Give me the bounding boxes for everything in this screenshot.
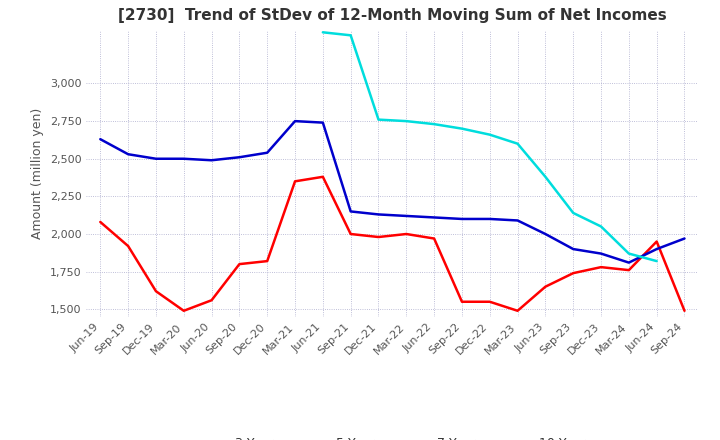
Line: 5 Years: 5 Years [100, 121, 685, 263]
7 Years [402, 118, 410, 124]
5 Years [624, 260, 633, 265]
7 Years [569, 210, 577, 216]
7 Years [458, 126, 467, 131]
Line: 7 Years: 7 Years [323, 32, 657, 261]
3 Years [541, 284, 550, 290]
5 Years [96, 136, 104, 142]
3 Years [569, 271, 577, 276]
Title: [2730]  Trend of StDev of 12-Month Moving Sum of Net Incomes: [2730] Trend of StDev of 12-Month Moving… [118, 7, 667, 23]
5 Years [485, 216, 494, 222]
5 Years [430, 215, 438, 220]
7 Years [346, 33, 355, 38]
7 Years [374, 117, 383, 122]
Line: 3 Years: 3 Years [100, 177, 685, 311]
3 Years [291, 179, 300, 184]
3 Years [207, 297, 216, 303]
3 Years [96, 219, 104, 224]
5 Years [652, 246, 661, 252]
5 Years [318, 120, 327, 125]
7 Years [485, 132, 494, 137]
5 Years [291, 118, 300, 124]
7 Years [513, 141, 522, 147]
7 Years [597, 224, 606, 229]
3 Years [485, 299, 494, 304]
5 Years [458, 216, 467, 222]
5 Years [263, 150, 271, 155]
5 Years [207, 158, 216, 163]
3 Years [235, 261, 243, 267]
5 Years [680, 236, 689, 241]
3 Years [458, 299, 467, 304]
7 Years [430, 121, 438, 127]
3 Years [152, 289, 161, 294]
3 Years [624, 268, 633, 273]
5 Years [235, 154, 243, 160]
3 Years [318, 174, 327, 180]
3 Years [680, 308, 689, 313]
5 Years [402, 213, 410, 219]
5 Years [179, 156, 188, 161]
3 Years [179, 308, 188, 313]
3 Years [652, 239, 661, 244]
5 Years [124, 152, 132, 157]
5 Years [541, 231, 550, 237]
Y-axis label: Amount (million yen): Amount (million yen) [31, 108, 44, 239]
3 Years [263, 258, 271, 264]
3 Years [124, 243, 132, 249]
3 Years [402, 231, 410, 237]
5 Years [513, 218, 522, 223]
5 Years [569, 246, 577, 252]
5 Years [152, 156, 161, 161]
5 Years [374, 212, 383, 217]
3 Years [513, 308, 522, 313]
7 Years [652, 258, 661, 264]
3 Years [374, 235, 383, 240]
3 Years [597, 264, 606, 270]
3 Years [430, 236, 438, 241]
Legend: 3 Years, 5 Years, 7 Years, 10 Years: 3 Years, 5 Years, 7 Years, 10 Years [188, 432, 597, 440]
7 Years [624, 251, 633, 256]
7 Years [318, 29, 327, 35]
3 Years [346, 231, 355, 237]
5 Years [346, 209, 355, 214]
7 Years [541, 174, 550, 180]
5 Years [597, 251, 606, 256]
